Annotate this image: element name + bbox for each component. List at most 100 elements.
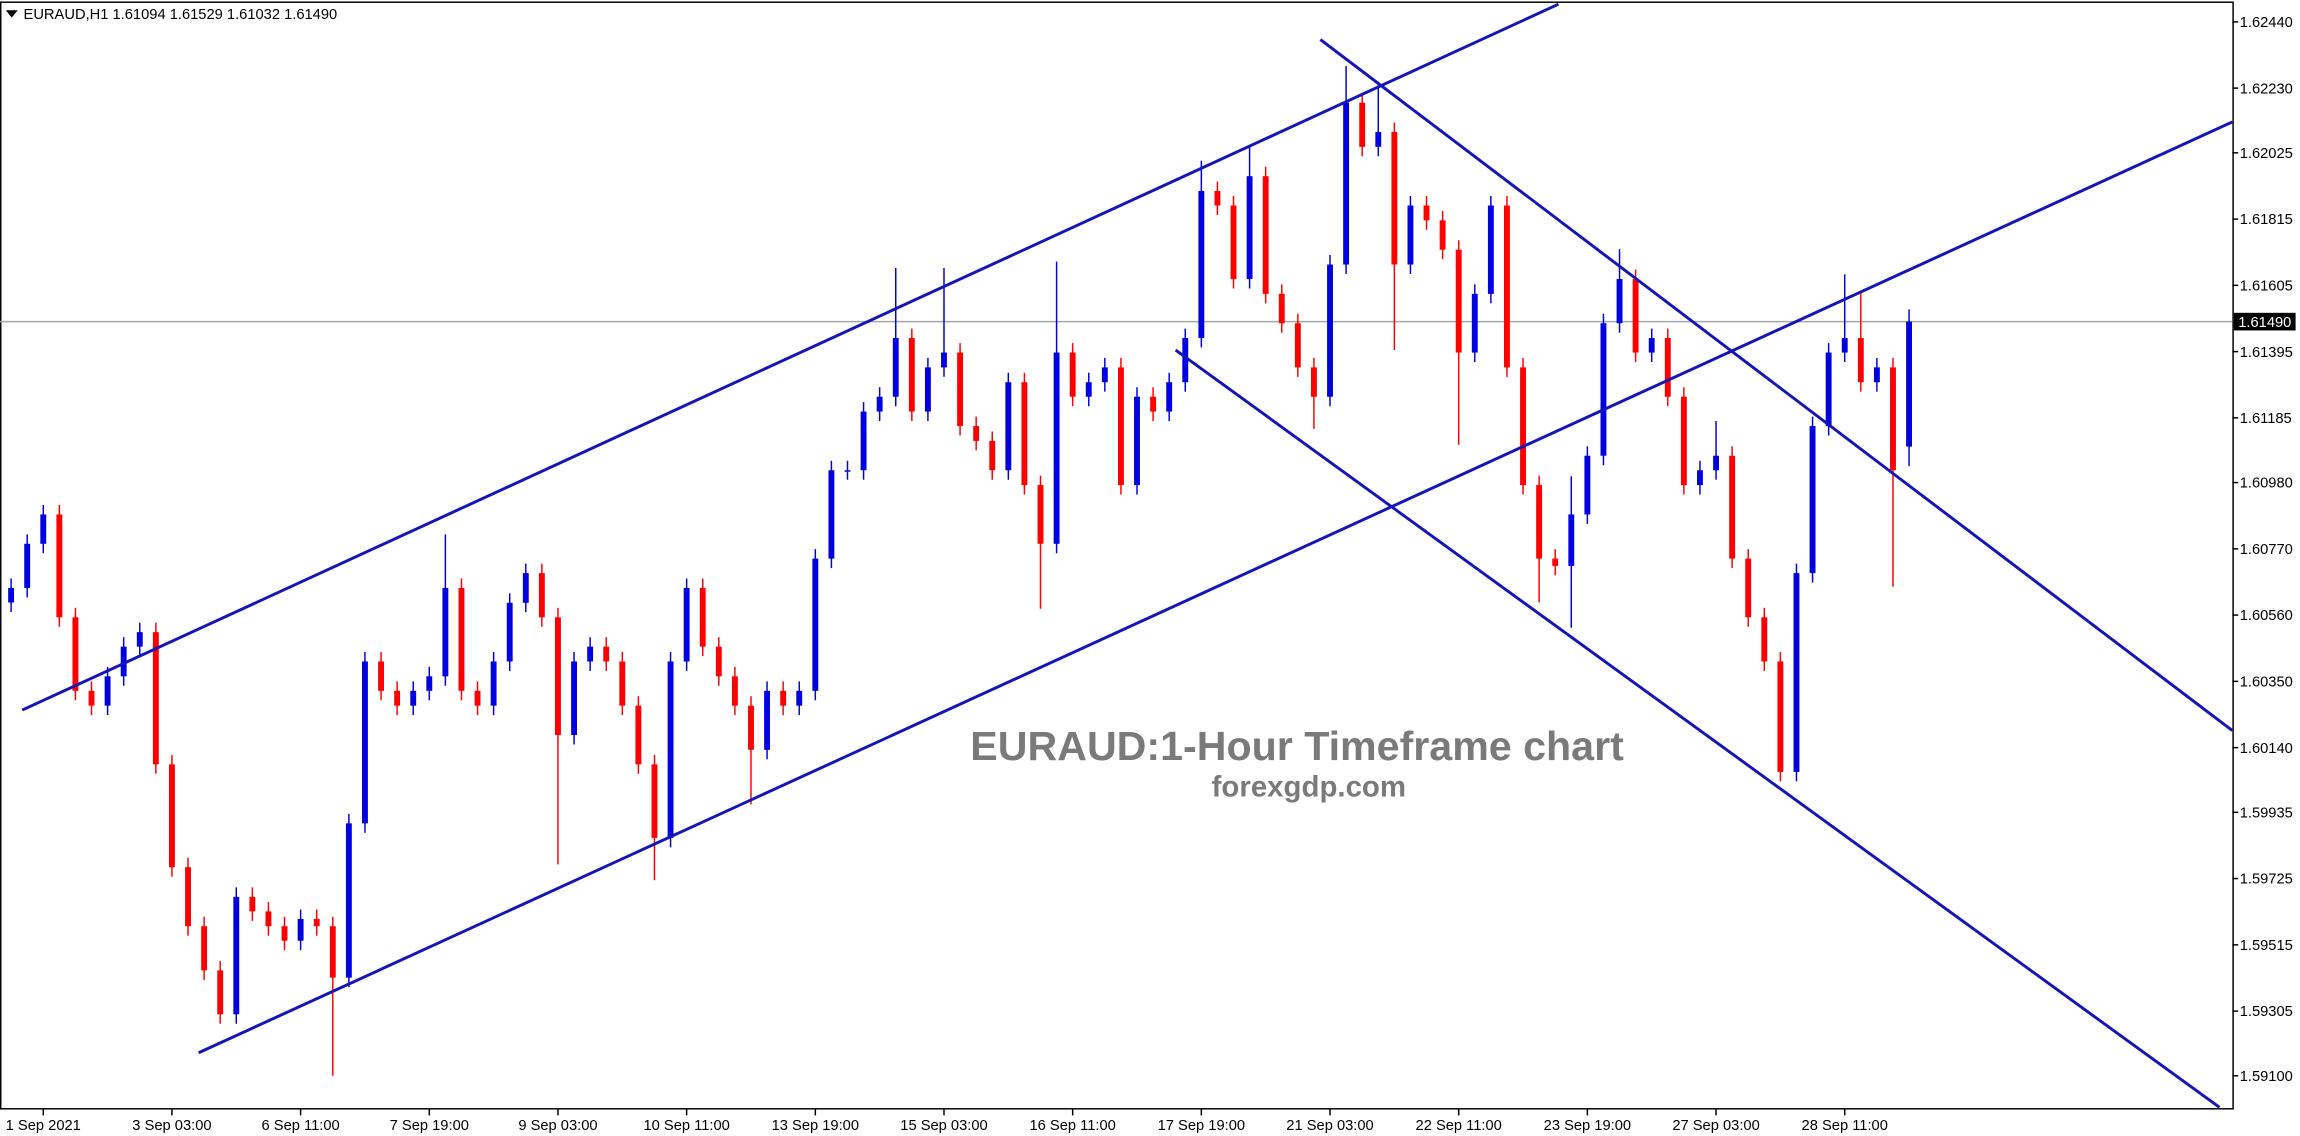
- candle-body: [345, 823, 352, 978]
- candle-body: [1262, 176, 1269, 294]
- candle-body: [635, 705, 642, 765]
- candle-body: [1616, 279, 1623, 324]
- x-tick-label: 9 Sep 03:00: [518, 1118, 597, 1134]
- x-tick-label: 7 Sep 19:00: [390, 1118, 469, 1134]
- x-tick-label: 16 Sep 11:00: [1030, 1118, 1116, 1134]
- candle-body: [1117, 367, 1124, 486]
- candle-body: [1664, 338, 1671, 397]
- x-tick-label: 1 Sep 2021: [6, 1118, 81, 1134]
- candle-body: [796, 690, 803, 706]
- candle-body: [313, 918, 320, 927]
- y-tick-label: 1.59515: [2240, 938, 2293, 954]
- candle-body: [876, 396, 883, 412]
- trendline: [1174, 348, 2221, 1109]
- candle-body: [442, 587, 449, 677]
- chart-header: EURAUD,H1 1.61094 1.61529 1.61032 1.6149…: [24, 7, 338, 23]
- candle-body: [957, 352, 964, 427]
- candle-body: [973, 426, 980, 441]
- candle-body: [924, 367, 931, 412]
- candle-body: [619, 661, 626, 706]
- candle-body: [1134, 396, 1140, 486]
- candle-body: [1809, 426, 1816, 574]
- last-price-label: 1.61490: [2238, 315, 2291, 331]
- candle-body: [731, 676, 738, 706]
- candle-body: [1310, 367, 1317, 397]
- y-tick-label: 1.60560: [2240, 608, 2293, 624]
- candle-body: [1327, 264, 1333, 397]
- candle-body: [603, 646, 610, 662]
- candle-body: [1600, 323, 1607, 456]
- candle-body: [1278, 293, 1285, 324]
- y-tick-label: 1.60350: [2240, 675, 2293, 691]
- candle-body: [989, 440, 996, 471]
- candle-body: [410, 690, 417, 706]
- y-tick-label: 1.62025: [2240, 146, 2293, 162]
- plot-border: [0, 1, 2234, 1110]
- trendline: [21, 2, 1560, 712]
- candle-body: [1841, 338, 1848, 353]
- candle-body: [1101, 367, 1108, 383]
- candle-body: [812, 558, 819, 691]
- candle-body: [1214, 191, 1221, 206]
- y-tick-label: 1.60980: [2240, 476, 2293, 492]
- x-tick-label: 21 Sep 03:00: [1286, 1118, 1373, 1134]
- candle-body: [699, 587, 706, 647]
- candle-body: [1423, 205, 1430, 221]
- candle-body: [1021, 382, 1028, 486]
- candle-body: [88, 690, 95, 706]
- y-tick-label: 1.61395: [2240, 345, 2293, 361]
- x-tick-label: 3 Sep 03:00: [132, 1118, 211, 1134]
- candle-body: [908, 338, 915, 412]
- candle-body: [1873, 367, 1880, 383]
- candle-body: [667, 661, 674, 838]
- candle-body: [1504, 205, 1510, 368]
- candle-body: [571, 661, 577, 735]
- candle-body: [1246, 176, 1253, 280]
- candle-body: [1359, 102, 1366, 147]
- candle-body: [1793, 573, 1800, 772]
- candle-body: [169, 764, 175, 868]
- candle-body: [24, 543, 31, 588]
- watermark-title: EURAUD:1-Hour Timeframe chart: [970, 723, 1624, 769]
- candle-body: [1053, 352, 1060, 544]
- candle-body: [72, 617, 79, 691]
- x-tick-label: 13 Sep 19:00: [772, 1118, 859, 1134]
- candle-body: [233, 896, 240, 1015]
- candle-body: [40, 514, 47, 544]
- candle-body: [1037, 485, 1044, 544]
- candle-body: [1825, 352, 1832, 427]
- y-tick-label: 1.59100: [2240, 1069, 2293, 1085]
- y-tick-label: 1.62440: [2240, 15, 2293, 31]
- x-tick-label: 6 Sep 11:00: [262, 1118, 340, 1134]
- candle-body: [1520, 367, 1526, 486]
- candle-body: [265, 911, 272, 927]
- candle-body: [217, 970, 224, 1015]
- candle-body: [764, 690, 771, 750]
- candle-body: [1632, 279, 1639, 353]
- candle-body: [1166, 382, 1173, 412]
- candle-body: [1777, 661, 1784, 772]
- candle-body: [1343, 102, 1350, 265]
- y-tick-label: 1.60770: [2240, 542, 2293, 558]
- candle-body: [651, 764, 658, 838]
- candle-body: [1697, 470, 1703, 486]
- candle-body: [1198, 191, 1205, 339]
- candle-body: [1294, 323, 1301, 368]
- candle-body: [1150, 396, 1157, 412]
- candle-body: [1890, 367, 1896, 471]
- candle-body: [1085, 382, 1092, 397]
- menu-triangle[interactable]: [5, 10, 18, 18]
- candle-body: [56, 514, 63, 618]
- trendline: [198, 120, 2233, 1055]
- candle-body: [1487, 205, 1494, 294]
- candle-body: [587, 646, 594, 662]
- candle-body: [1713, 455, 1719, 471]
- candle-body: [1552, 558, 1559, 566]
- candle-body: [1680, 396, 1687, 486]
- candle-body: [1536, 485, 1543, 559]
- candle-body: [1230, 205, 1237, 280]
- x-tick-label: 15 Sep 03:00: [900, 1118, 987, 1134]
- candle-body: [892, 338, 899, 397]
- candle-body: [249, 896, 256, 912]
- candle-body: [120, 646, 127, 677]
